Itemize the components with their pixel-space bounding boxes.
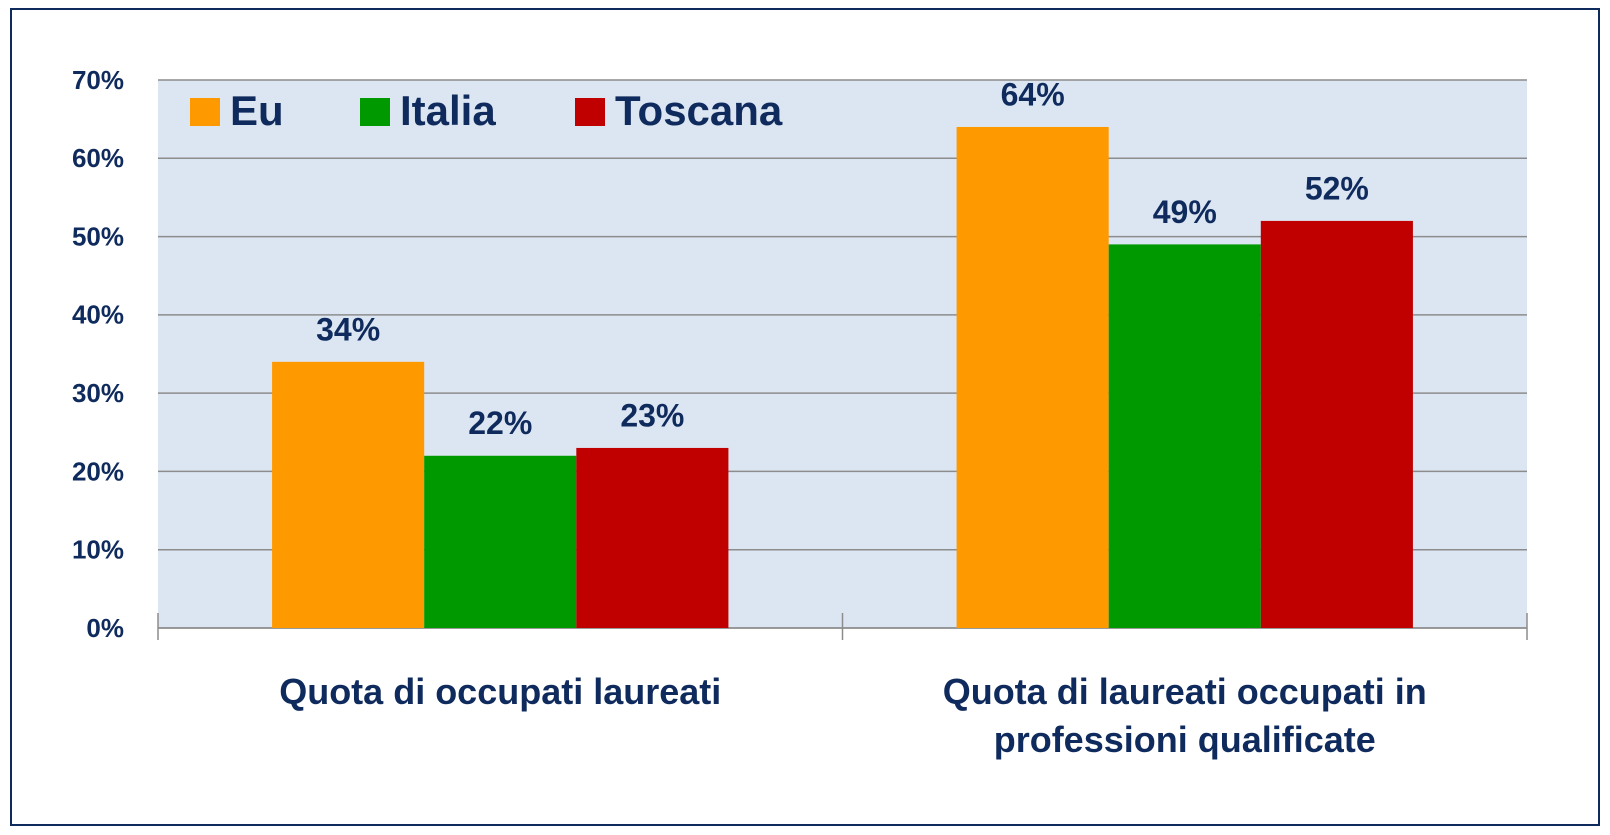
legend-swatch xyxy=(190,98,220,126)
x-tick-label: Quota di laureati occupati in profession… xyxy=(942,671,1427,760)
y-tick-label: 0% xyxy=(86,613,124,643)
legend-label: Toscana xyxy=(615,87,783,134)
value-label: 49% xyxy=(1153,194,1217,230)
bar xyxy=(272,361,425,628)
bar xyxy=(956,126,1109,628)
bar xyxy=(1260,220,1413,628)
value-label: 64% xyxy=(1001,76,1065,112)
y-tick-label: 70% xyxy=(72,65,124,95)
legend-swatch xyxy=(360,98,390,126)
value-label: 34% xyxy=(316,311,380,347)
y-tick-label: 60% xyxy=(72,143,124,173)
legend-label: Italia xyxy=(400,87,496,134)
bar xyxy=(1108,244,1261,628)
legend-swatch xyxy=(575,98,605,126)
y-tick-label: 10% xyxy=(72,535,124,565)
value-label: 23% xyxy=(620,397,684,433)
y-tick-label: 40% xyxy=(72,300,124,330)
bar xyxy=(576,447,729,628)
bar xyxy=(424,455,577,628)
y-tick-label: 30% xyxy=(72,378,124,408)
value-label: 22% xyxy=(468,405,532,441)
value-label: 52% xyxy=(1305,170,1369,206)
y-tick-label: 20% xyxy=(72,456,124,486)
legend-label: Eu xyxy=(230,87,284,134)
x-tick-label: Quota di occupati laureati xyxy=(279,671,722,712)
y-tick-label: 50% xyxy=(72,221,124,251)
